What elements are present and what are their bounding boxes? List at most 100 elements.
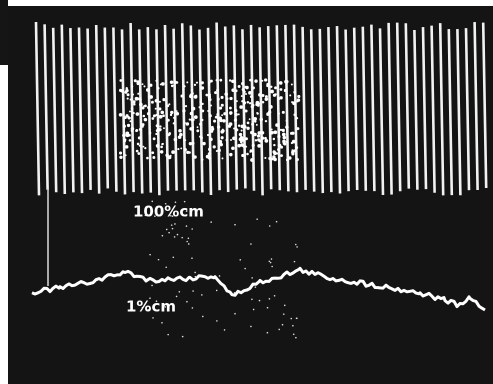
dot [171,227,174,230]
dot [189,127,193,131]
dot [129,110,131,113]
stripe [60,24,67,195]
dot [226,97,229,100]
dot [137,92,140,95]
stripe [464,28,471,191]
dot [273,294,276,297]
dot [288,156,292,160]
dot [219,142,223,147]
dot [208,114,212,118]
dot [138,144,141,147]
dot [251,122,255,126]
dot [210,129,214,133]
dot [216,113,220,117]
dot [170,84,174,88]
dot [165,266,168,269]
dot [125,88,129,93]
dot [165,153,169,158]
stripe [43,24,49,190]
dot [168,103,171,106]
dot [138,127,142,131]
dot [291,150,295,154]
dot [154,107,157,110]
dot [218,116,222,121]
dot [266,331,269,334]
stripe [51,27,58,193]
dot [194,275,197,278]
dot [130,127,135,131]
dot [280,154,283,157]
dot [150,100,154,104]
dot [187,243,190,245]
dot [239,105,243,109]
dot [250,130,254,135]
dot [143,85,146,88]
dot [251,298,253,301]
stripe [77,27,84,194]
dot [242,101,247,105]
dot [148,131,152,135]
dot [273,130,278,135]
dot [282,135,287,140]
dot [230,138,233,141]
stripe [430,25,436,193]
dot [297,94,301,98]
dot [244,267,246,270]
dot [237,113,240,116]
dot [280,145,283,149]
dot [171,150,175,154]
dot [264,138,269,143]
dot [207,109,210,113]
dot [281,128,285,132]
dot [120,89,124,93]
stripe [198,29,204,193]
dot [216,320,218,322]
dot [281,110,285,114]
dot [256,111,259,114]
dot [136,97,140,101]
dot [281,323,284,326]
dot [126,97,129,100]
dot [164,202,167,205]
dot [219,106,223,110]
dot [243,90,246,94]
dot [269,261,272,264]
dot [165,228,168,231]
dot [169,214,172,217]
dot [274,86,277,90]
dot [219,78,223,82]
dot [149,83,153,87]
dot [292,101,296,106]
dot [174,223,176,225]
dot [234,223,236,226]
dot [209,137,213,142]
dot [135,129,138,133]
dot [254,79,258,83]
dot [201,109,205,113]
dot [196,126,199,129]
dot [210,221,212,223]
dot [148,95,151,98]
dot [221,157,224,160]
dot [161,234,164,237]
dot [161,142,164,146]
stripe [180,23,187,191]
dot [221,114,224,117]
dot [216,97,220,101]
dot [266,306,269,309]
stripe [232,25,239,190]
dot [147,308,149,311]
dot [201,102,204,106]
dot [191,92,194,95]
dot [136,80,140,84]
dot [246,100,250,104]
dot [240,95,243,97]
dot [215,149,218,152]
dot [285,140,289,144]
dot [225,139,228,142]
stripe [378,28,385,196]
dot [154,98,159,103]
stripe [94,24,101,194]
dot [207,156,212,160]
dot [264,156,267,160]
